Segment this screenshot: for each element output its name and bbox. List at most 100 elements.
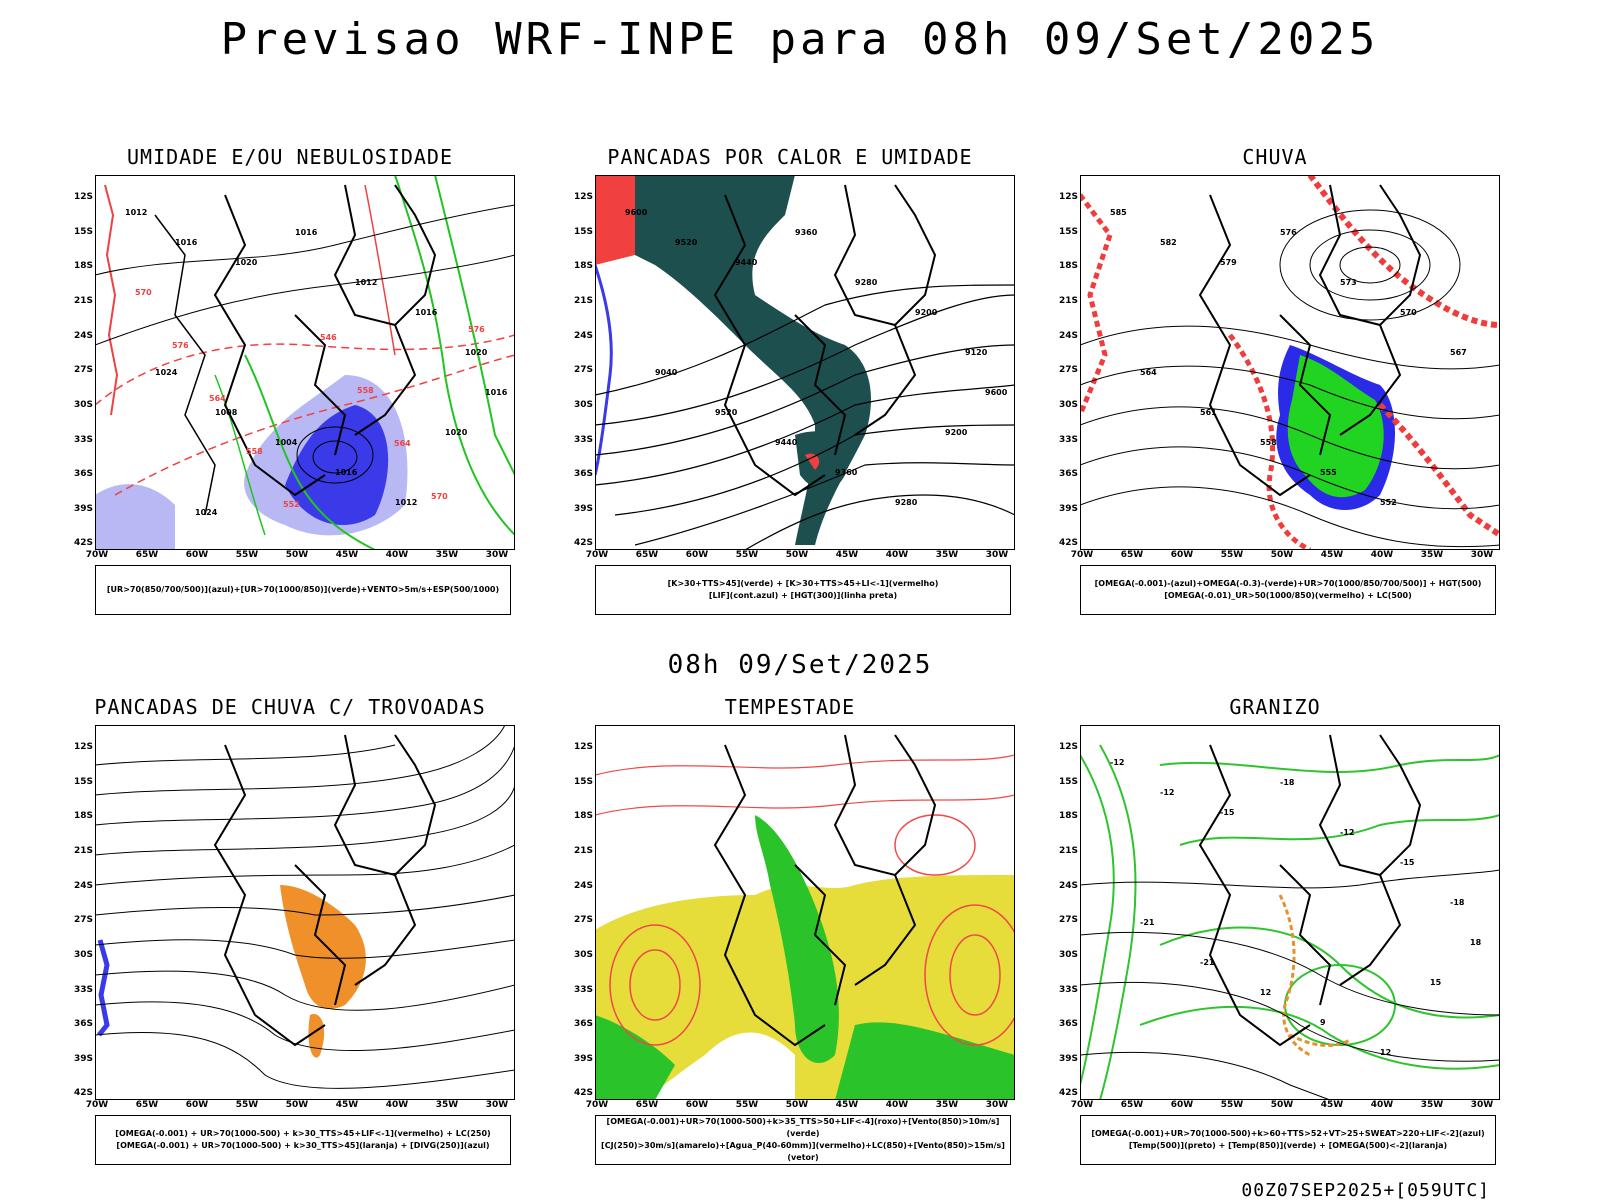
contour-label: -12 xyxy=(1160,788,1174,797)
lon-label: 30W xyxy=(1470,550,1494,560)
legend-line: [OMEGA(-0.001) + UR>70(1000-500) + k>30_… xyxy=(116,1141,490,1150)
contour-label: 579 xyxy=(1220,258,1237,267)
lat-label: 36S xyxy=(73,469,93,479)
map-granizo: -12 -12 -15 -18 -12 -15 -18 -21 -21 12 9 12 15 18 xyxy=(1080,725,1500,1100)
panel-legend: [OMEGA(-0.001)-(azul)+OMEGA(-0.3)-(verde… xyxy=(1080,565,1496,615)
panel-legend: [OMEGA(-0.001)+UR>70(1000-500)+k>60+TTS>… xyxy=(1080,1115,1496,1165)
panel-title: TEMPESTADE xyxy=(724,695,856,719)
lon-label: 35W xyxy=(1420,1100,1444,1110)
lat-label: 33S xyxy=(73,435,93,445)
lat-label: 27S xyxy=(1058,915,1078,925)
lon-label: 35W xyxy=(1420,550,1444,560)
lat-label: 30S xyxy=(573,400,593,410)
contour-label: 1020 xyxy=(445,428,468,437)
contour-label: -12 xyxy=(1110,758,1124,767)
lon-label: 55W xyxy=(735,1100,759,1110)
lat-label: 27S xyxy=(73,365,93,375)
contour-label: 567 xyxy=(1450,348,1467,357)
lat-label: 12S xyxy=(73,192,93,202)
lat-label: 33S xyxy=(1058,435,1078,445)
lon-label: 40W xyxy=(385,1100,409,1110)
lat-label: 24S xyxy=(573,881,593,891)
lon-label: 65W xyxy=(1120,550,1144,560)
lon-label: 30W xyxy=(985,550,1009,560)
lat-label: 36S xyxy=(573,469,593,479)
lat-label: 21S xyxy=(1058,296,1078,306)
contour-label: 12 xyxy=(1380,1048,1391,1057)
lat-label: 12S xyxy=(73,742,93,752)
lon-label: 30W xyxy=(1470,1100,1494,1110)
lat-label: 12S xyxy=(1058,192,1078,202)
contour-label-red: 552 xyxy=(283,500,300,509)
lon-label: 70W xyxy=(585,1100,609,1110)
lat-label: 24S xyxy=(1058,331,1078,341)
panel-chuva: CHUVA 585 582 579 576 573 570 567 564 561 558 555 5… xyxy=(1040,145,1510,630)
panel-legend: [OMEGA(-0.001)+UR>70(1000-500)+k>35_TTS>… xyxy=(595,1115,1011,1165)
lat-label: 36S xyxy=(1058,1019,1078,1029)
lat-label: 39S xyxy=(1058,504,1078,514)
contour-label: 564 xyxy=(1140,368,1157,377)
lat-label: 30S xyxy=(1058,950,1078,960)
lat-label: 27S xyxy=(1058,365,1078,375)
contour-label: 9440 xyxy=(775,438,798,447)
contour-label: 9 xyxy=(1320,1018,1326,1027)
lon-label: 35W xyxy=(435,1100,459,1110)
lon-label: 60W xyxy=(185,550,209,560)
lon-label: 55W xyxy=(735,550,759,560)
lat-label: 18S xyxy=(73,811,93,821)
lon-label: 30W xyxy=(985,1100,1009,1110)
lon-label: 60W xyxy=(185,1100,209,1110)
lat-label: 24S xyxy=(1058,881,1078,891)
contour-label-red: 576 xyxy=(468,325,485,334)
lon-label: 55W xyxy=(1220,550,1244,560)
lon-label: 40W xyxy=(1370,1100,1394,1110)
legend-line: [OMEGA(-0.01)_UR>50(1000/850)(vermelho) … xyxy=(1164,591,1412,600)
lon-label: 35W xyxy=(935,550,959,560)
lon-label: 50W xyxy=(285,550,309,560)
panel-legend: [UR>70(850/700/500)](azul)+[UR>70(1000/8… xyxy=(95,565,511,615)
lon-label: 45W xyxy=(335,550,359,560)
contour-label: -18 xyxy=(1450,898,1465,907)
map-pancadas-calor: 9600 9520 9440 9360 9280 9200 9120 9040 9520 9440… xyxy=(595,175,1015,550)
lon-label: 60W xyxy=(685,550,709,560)
lon-label: 50W xyxy=(1270,550,1294,560)
contour-label: 9600 xyxy=(985,388,1008,397)
contour-label: -18 xyxy=(1280,778,1295,787)
lat-label: 15S xyxy=(73,227,93,237)
lat-label: 42S xyxy=(1058,1088,1078,1098)
lon-label: 60W xyxy=(685,1100,709,1110)
panel-trovoadas: PANCADAS DE CHUVA C/ TROVOADAS 12S 15S 1… xyxy=(55,695,525,1180)
legend-line: [LIF](cont.azul) + [HGT(300)](linha pret… xyxy=(708,591,898,600)
lon-label: 65W xyxy=(635,1100,659,1110)
lat-label: 30S xyxy=(573,950,593,960)
lon-label: 45W xyxy=(835,1100,859,1110)
legend-line: [OMEGA(-0.001)-(azul)+OMEGA(-0.3)-(verde… xyxy=(1094,579,1482,588)
contour-label: 1020 xyxy=(465,348,488,357)
contour-label: 9520 xyxy=(675,238,698,247)
lat-label: 21S xyxy=(1058,846,1078,856)
panel-legend: [K>30+TTS>45](verde) + [K>30+TTS>45+LI<-… xyxy=(595,565,1011,615)
lat-label: 24S xyxy=(73,881,93,891)
lon-label: 60W xyxy=(1170,1100,1194,1110)
panel-title: PANCADAS DE CHUVA C/ TROVOADAS xyxy=(94,695,486,719)
lat-label: 30S xyxy=(73,400,93,410)
lat-label: 12S xyxy=(573,742,593,752)
map-trovoadas xyxy=(95,725,515,1100)
lon-label: 70W xyxy=(85,550,109,560)
lon-label: 45W xyxy=(835,550,859,560)
contour-label: 9520 xyxy=(715,408,738,417)
lon-label: 70W xyxy=(1070,1100,1094,1110)
lon-label: 40W xyxy=(385,550,409,560)
contour-label: 1016 xyxy=(485,388,508,397)
lon-label: 70W xyxy=(85,1100,109,1110)
lon-label: 45W xyxy=(335,1100,359,1110)
lat-label: 33S xyxy=(573,985,593,995)
contour-label: 1016 xyxy=(175,238,198,247)
lat-label: 42S xyxy=(573,1088,593,1098)
contour-label-red: 576 xyxy=(172,341,189,350)
lat-label: 42S xyxy=(573,538,593,548)
contour-label: 555 xyxy=(1320,468,1337,477)
lat-label: 15S xyxy=(1058,227,1078,237)
lat-label: 27S xyxy=(573,915,593,925)
lat-label: 21S xyxy=(573,846,593,856)
